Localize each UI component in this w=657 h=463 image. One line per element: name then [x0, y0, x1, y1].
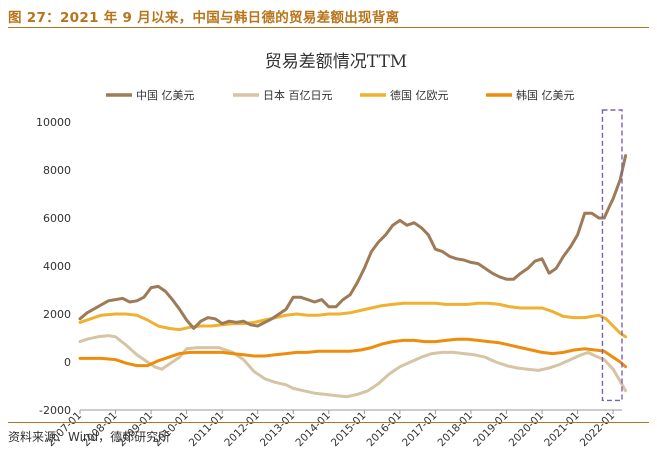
highlight-box — [601, 109, 623, 402]
series-line-korea — [78, 337, 628, 369]
x-tick-label: 2022-01 — [578, 410, 618, 450]
chart-title: 贸易差额情况TTM — [265, 52, 407, 72]
x-tick-label: 2016-01 — [364, 410, 404, 450]
caption-divider — [8, 27, 649, 28]
x-tick-label: 2011-01 — [187, 410, 227, 450]
y-tick-label: 2000 — [43, 308, 71, 321]
figure-caption: 图 27：2021 年 9 月以来，中国与韩日德的贸易差额出现背离 — [8, 10, 400, 26]
legend-label-japan: 日本 百亿日元 — [263, 88, 333, 102]
y-tick-label: 0 — [64, 356, 71, 369]
chart-legend: 中国 亿美元 日本 百亿日元 德国 亿欧元 韩国 亿美元 — [106, 88, 575, 102]
footer-divider — [8, 422, 649, 423]
y-tick-label: 4000 — [43, 260, 71, 273]
legend-label-china: 中国 亿美元 — [136, 89, 195, 102]
x-tick-label: 2012-01 — [222, 410, 262, 450]
y-tick-label: -2000 — [39, 404, 71, 417]
source-note: 资料来源：Wind，德邦研究所 — [8, 430, 171, 444]
x-tick-label: 2013-01 — [258, 410, 298, 450]
y-tick-label: 10000 — [36, 116, 71, 129]
series-layer — [78, 154, 628, 399]
legend-label-germany: 德国 亿欧元 — [390, 88, 449, 102]
legend-label-korea: 韩国 亿美元 — [516, 88, 575, 102]
x-tick-label: 2014-01 — [293, 410, 333, 450]
series-line-germany — [78, 301, 628, 339]
x-tick-label: 2015-01 — [329, 410, 369, 450]
x-tick-label: 2021-01 — [542, 410, 582, 450]
series-line-japan — [78, 334, 628, 399]
y-tick-label: 8000 — [43, 164, 71, 177]
x-tick-label: 2017-01 — [400, 410, 440, 450]
series-line-china — [78, 154, 628, 330]
y-tick-label: 6000 — [43, 212, 71, 225]
x-tick-label: 2020-01 — [507, 410, 547, 450]
y-axis: -2000 0 2000 4000 6000 8000 10000 — [36, 116, 71, 417]
x-tick-label: 2019-01 — [471, 410, 511, 450]
x-tick-label: 2018-01 — [436, 410, 476, 450]
